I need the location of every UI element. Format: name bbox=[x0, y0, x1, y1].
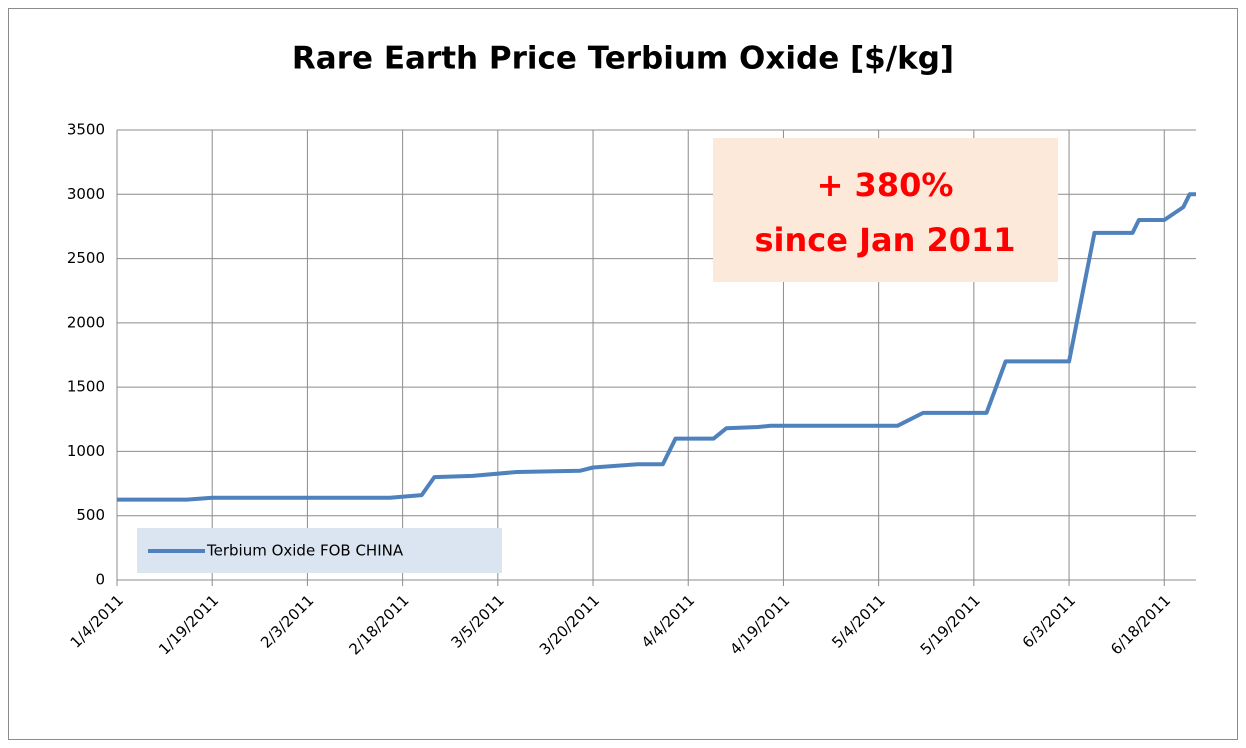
data-line bbox=[117, 192, 1196, 502]
annotation-text: + 380% bbox=[817, 166, 954, 204]
y-tick-label: 3500 bbox=[67, 121, 105, 139]
annotation-box bbox=[713, 138, 1058, 282]
y-tick-label: 1500 bbox=[67, 378, 105, 396]
y-tick-label: 500 bbox=[76, 506, 105, 524]
y-tick-label: 3000 bbox=[67, 185, 105, 203]
y-tick-label: 2000 bbox=[67, 313, 105, 331]
legend-label: Terbium Oxide FOB CHINA bbox=[206, 542, 404, 560]
annotation-text: since Jan 2011 bbox=[754, 221, 1015, 259]
y-tick-label: 0 bbox=[95, 571, 105, 589]
y-tick-label: 1000 bbox=[67, 442, 105, 460]
chart-title: Rare Earth Price Terbium Oxide [$/kg] bbox=[292, 41, 954, 77]
y-tick-label: 2500 bbox=[67, 249, 105, 267]
